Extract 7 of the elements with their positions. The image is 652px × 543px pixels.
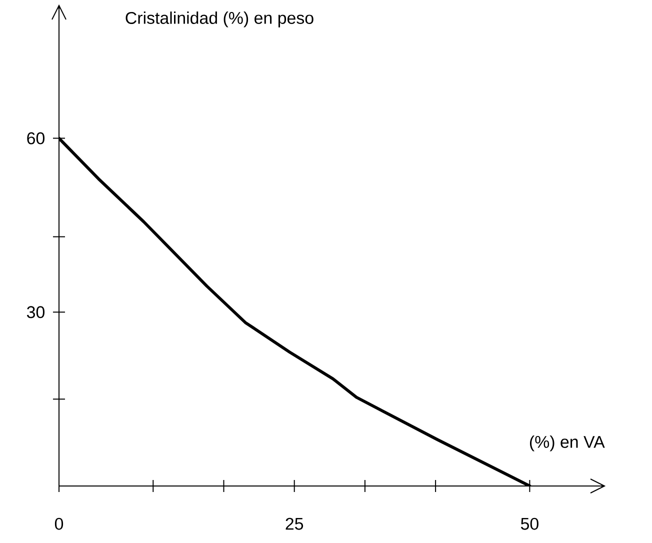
x-axis-title: (%) en VA <box>530 436 605 452</box>
x-tick-label: 0 <box>54 518 64 530</box>
x-tick-label: 25 <box>286 518 304 530</box>
y-axis-title: Cristalinidad (%) en peso <box>126 12 314 28</box>
x-tick-label: 50 <box>520 518 538 530</box>
y-tick-label: 60 <box>27 132 44 144</box>
y-tick-label: 30 <box>26 306 44 318</box>
